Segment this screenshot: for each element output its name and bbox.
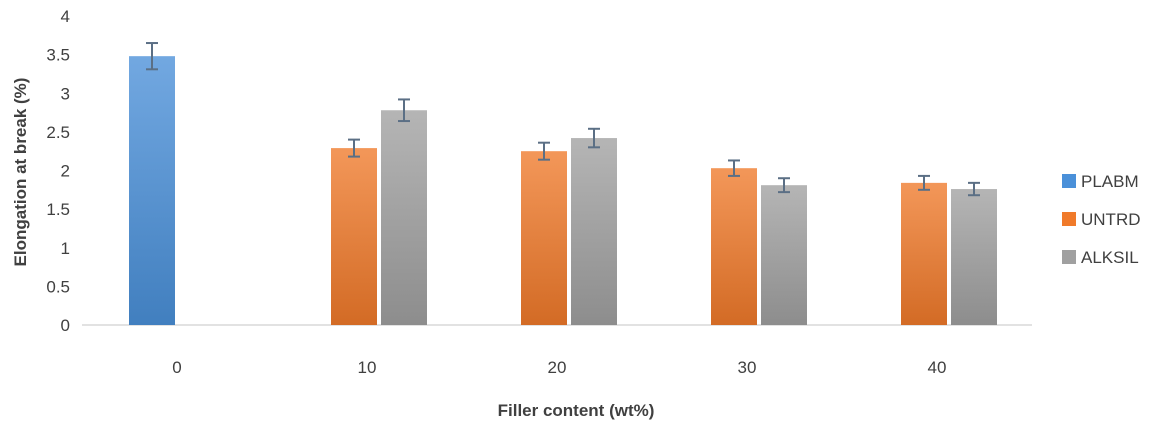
bar-untrd-30 [711, 168, 757, 325]
bar-alksil-30 [761, 185, 807, 325]
error-bar-alksil-20 [588, 127, 600, 149]
legend-swatch-plabm [1062, 174, 1076, 188]
bar-untrd-10 [331, 148, 377, 325]
y-tick-label: 1 [61, 239, 70, 258]
bars [129, 56, 997, 326]
legend: PLABM UNTRD ALKSIL [1062, 172, 1141, 267]
bar-untrd-20 [521, 151, 567, 325]
y-tick-label: 4 [61, 7, 70, 26]
x-tick-label: 30 [738, 358, 757, 377]
x-axis-title: Filler content (wt%) [498, 401, 655, 420]
legend-label-plabm: PLABM [1081, 172, 1139, 191]
bar-untrd-40 [901, 182, 947, 325]
y-tick-label: 0 [61, 316, 70, 335]
y-tick-label: 0.5 [46, 277, 70, 296]
error-bar-alksil-40 [968, 181, 980, 197]
x-tick-label: 40 [928, 358, 947, 377]
error-bar-untrd-20 [538, 141, 550, 161]
error-bar-untrd-10 [348, 138, 360, 158]
legend-label-alksil: ALKSIL [1081, 248, 1139, 267]
y-tick-label: 2 [61, 162, 70, 181]
legend-swatch-untrd [1062, 212, 1076, 226]
error-bar-plabm-0 [146, 42, 158, 71]
error-bar-alksil-30 [778, 177, 790, 194]
y-axis-title: Elongation at break (%) [11, 78, 30, 267]
y-tick-label: 3 [61, 84, 70, 103]
y-tick-label: 3.5 [46, 46, 70, 65]
legend-swatch-alksil [1062, 250, 1076, 264]
legend-label-untrd: UNTRD [1081, 210, 1141, 229]
error-bar-alksil-10 [398, 98, 410, 123]
error-bar-untrd-40 [918, 174, 930, 191]
error-bars [146, 42, 980, 197]
y-tick-label: 2.5 [46, 123, 70, 142]
y-axis-ticks: 0 0.5 1 1.5 2 2.5 3 3.5 4 [46, 7, 70, 335]
x-tick-label: 0 [172, 358, 181, 377]
y-tick-label: 1.5 [46, 200, 70, 219]
x-tick-label: 20 [548, 358, 567, 377]
x-axis-ticks: 0 10 20 30 40 [172, 358, 946, 377]
x-tick-label: 10 [358, 358, 377, 377]
bar-alksil-20 [571, 138, 617, 325]
bar-plabm-0 [129, 56, 175, 326]
error-bar-untrd-30 [728, 159, 740, 177]
bar-alksil-10 [381, 110, 427, 326]
bar-alksil-40 [951, 189, 997, 325]
